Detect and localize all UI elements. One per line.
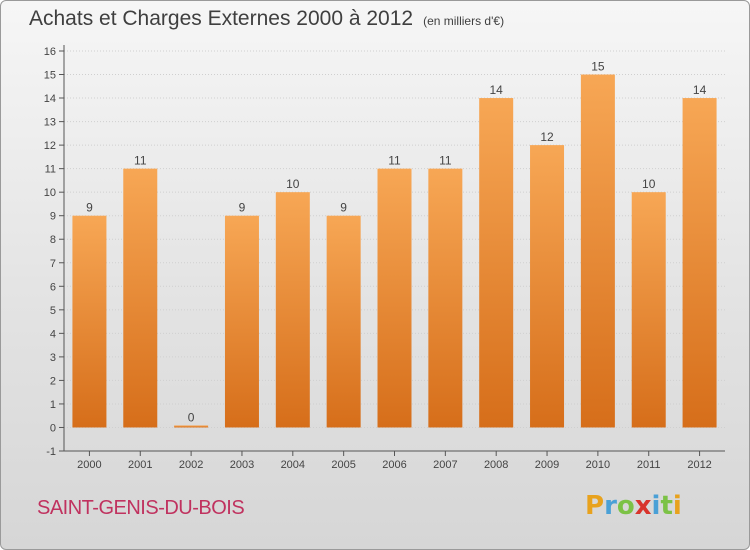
bar-value-label: 15 [591,60,605,74]
x-tick-label: 2004 [281,459,305,471]
x-tick-label: 2012 [687,459,711,471]
y-tick-label: 8 [50,234,56,246]
bar [682,98,717,428]
y-tick-label: 12 [44,140,56,152]
y-tick-label: 10 [44,187,56,199]
bar [631,192,666,428]
bar [275,192,310,428]
bar-value-label: 9 [239,201,246,215]
x-tick-label: 2009 [535,459,559,471]
logo-letter: i [672,491,682,521]
bar-value-label: 14 [490,83,504,97]
bar-value-label: 0 [188,410,195,424]
y-tick-label: 1 [50,399,56,411]
chart-title-text: Achats et Charges Externes 2000 à 2012 [29,7,414,30]
logo-letter: x [634,491,652,521]
y-tick-label: 0 [50,422,56,434]
logo-letter: r [604,491,617,521]
x-tick-label: 2011 [637,459,661,471]
bar-value-label: 12 [540,130,554,144]
y-tick-label: -1 [46,446,56,458]
bar [580,74,615,428]
bar [377,168,412,428]
x-tick-label: 2000 [77,459,101,471]
x-tick-label: 2007 [433,459,457,471]
logo-letter: o [616,491,635,521]
y-tick-label: 13 [44,117,56,129]
commune-name: SAINT-GENIS-DU-BOIS [37,497,245,519]
bar-value-label: 11 [439,154,452,168]
y-tick-label: 2 [50,375,56,387]
x-tick-label: 2008 [484,459,508,471]
x-tick-label: 2010 [586,459,610,471]
y-tick-label: 7 [50,258,56,270]
x-tick-label: 2005 [331,459,355,471]
bar-value-label: 10 [286,177,300,191]
y-tick-label: 5 [50,305,56,317]
bar-value-label: 14 [693,83,707,97]
y-tick-label: 16 [44,46,56,58]
bar-value-label: 9 [340,201,347,215]
proxiti-logo: Proxiti [585,491,682,521]
y-tick-label: 4 [50,328,56,340]
logo-letter: P [585,491,605,521]
chart-title: Achats et Charges Externes 2000 à 2012 (e… [29,7,504,31]
bar [479,98,514,428]
bar [530,145,565,428]
bar [224,215,259,428]
x-tick-label: 2002 [179,459,203,471]
y-tick-label: 3 [50,352,56,364]
x-tick-label: 2001 [128,459,152,471]
y-tick-label: 6 [50,281,56,293]
bar-value-label: 9 [86,201,93,215]
y-tick-label: 9 [50,211,56,223]
bar [123,168,158,428]
bar-value-label: 11 [134,154,147,168]
x-tick-label: 2003 [230,459,254,471]
y-tick-label: 14 [44,93,56,105]
bar [428,168,463,428]
x-tick-label: 2006 [382,459,406,471]
bar-value-label: 10 [642,177,656,191]
y-tick-label: 11 [45,164,56,176]
chart-subtitle: (en milliers d'€) [423,14,505,28]
bar [72,215,107,428]
bar-value-label: 11 [388,154,401,168]
logo-letter: t [660,491,673,521]
logo-letter: i [651,491,661,521]
bar [326,215,361,428]
bar [174,425,209,428]
y-tick-label: 15 [44,70,56,82]
